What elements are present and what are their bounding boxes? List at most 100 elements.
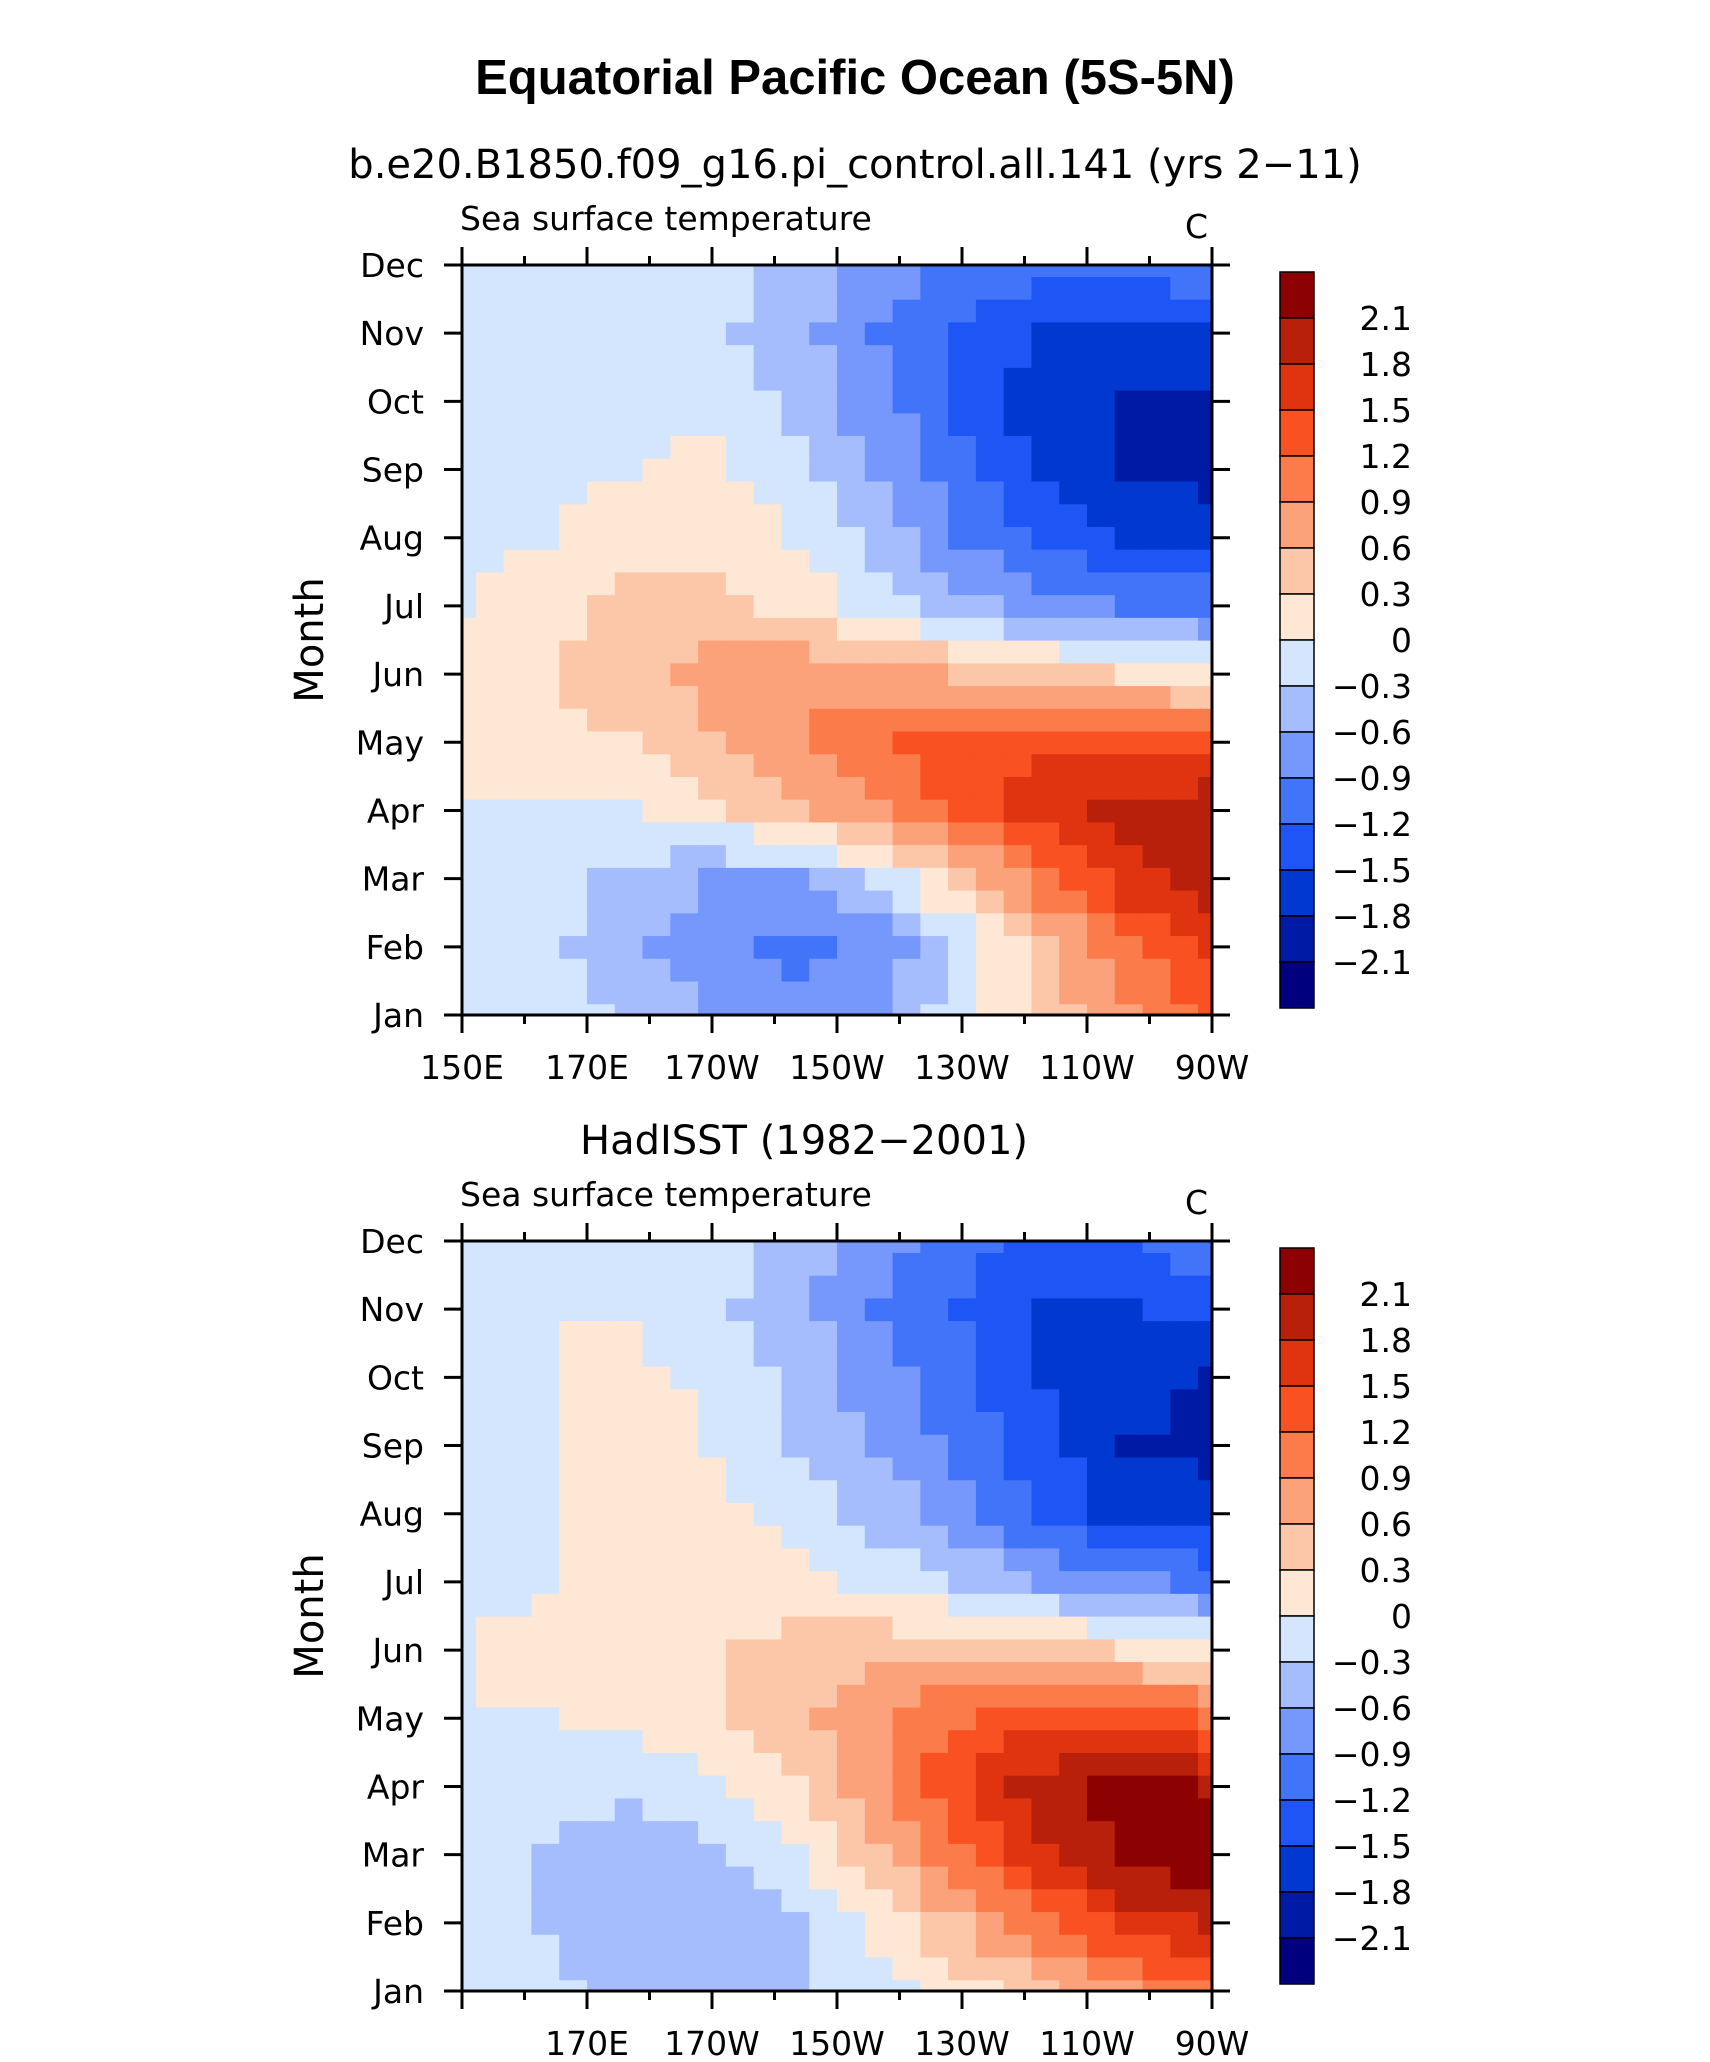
heatmap-cell — [531, 1343, 560, 1367]
heatmap-cell — [1170, 844, 1199, 868]
heatmap-cell — [1114, 1525, 1144, 1549]
heatmap-cell — [670, 730, 699, 755]
heatmap-cell — [614, 662, 644, 687]
heatmap-cell — [559, 1911, 588, 1935]
heatmap-cell — [1198, 412, 1213, 437]
heatmap-cell — [587, 799, 616, 823]
heatmap-cell — [642, 435, 671, 459]
heatmap-cell — [1170, 1775, 1199, 1799]
heatmap-cell — [892, 1297, 921, 1322]
heatmap-cell — [698, 708, 727, 732]
heatmap-cell — [462, 1616, 477, 1640]
heatmap-cell — [614, 1479, 644, 1503]
heatmap-cell — [1003, 1297, 1033, 1322]
heatmap-cell — [587, 662, 616, 687]
heatmap-cell — [462, 617, 477, 641]
heatmap-cell — [1031, 1525, 1060, 1549]
heatmap-cell — [1087, 1843, 1116, 1867]
heatmap-cell — [837, 1797, 866, 1822]
heatmap-cell — [1170, 435, 1199, 459]
heatmap-cell — [864, 753, 894, 777]
heatmap-cell — [503, 367, 533, 391]
heatmap-cell — [1031, 549, 1060, 573]
heatmap-cell — [753, 1866, 783, 1890]
heatmap-cell — [892, 1502, 921, 1526]
heatmap-cell — [753, 1888, 783, 1913]
heatmap-cell — [892, 367, 921, 391]
heatmap-cell — [1198, 299, 1213, 323]
heatmap-cell — [462, 1525, 477, 1549]
heatmap-cell — [809, 458, 838, 482]
heatmap-cell — [1142, 890, 1171, 914]
y-tick-label: Aug — [360, 1495, 424, 1534]
heatmap-cell — [920, 753, 949, 777]
heatmap-cell — [809, 1866, 838, 1890]
heatmap-cell — [670, 1616, 699, 1640]
heatmap-cell — [1003, 265, 1033, 277]
heatmap-cell — [587, 1888, 616, 1913]
heatmap-cell — [614, 321, 644, 346]
heatmap-cell — [809, 503, 838, 527]
heatmap-cell — [837, 1661, 866, 1685]
heatmap-cell — [587, 1820, 616, 1844]
heatmap-cell — [1059, 435, 1088, 459]
heatmap-cell — [1142, 435, 1171, 459]
heatmap-cell — [559, 1252, 588, 1276]
heatmap-cell — [614, 299, 644, 323]
x-tick-label: 150W — [789, 2024, 885, 2062]
colorbar-label: −0.9 — [1332, 1735, 1412, 1774]
heatmap-cell — [781, 412, 810, 437]
heatmap-cell — [1170, 799, 1199, 823]
heatmap-cell — [920, 1979, 949, 1992]
heatmap-cell — [1114, 1297, 1144, 1322]
heatmap-cell — [837, 685, 866, 709]
heatmap-cell — [531, 1252, 560, 1276]
heatmap-cell — [642, 1456, 671, 1481]
heatmap-cell — [837, 1434, 866, 1458]
heatmap-cell — [1114, 753, 1144, 777]
heatmap-cell — [614, 730, 644, 755]
colorbar-swatch — [1279, 823, 1315, 871]
heatmap-cell — [1031, 1979, 1060, 1992]
heatmap-cell — [559, 1638, 588, 1663]
heatmap-cell — [753, 844, 783, 868]
heatmap-cell — [892, 435, 921, 459]
heatmap-cell — [503, 1706, 533, 1731]
y-tick-label: May — [356, 723, 424, 762]
heatmap-cell — [1114, 1934, 1144, 1958]
heatmap-cell — [725, 594, 755, 618]
heatmap-cell — [587, 980, 616, 1005]
heatmap-cell — [1059, 1003, 1088, 1016]
heatmap-cell — [1114, 594, 1144, 618]
heatmap-cell — [1059, 1866, 1088, 1890]
heatmap-cell — [1087, 480, 1116, 505]
heatmap-cell — [975, 730, 1005, 755]
heatmap-cell — [1003, 1241, 1033, 1253]
heatmap-cell — [503, 799, 533, 823]
heatmap-cell — [559, 1547, 588, 1572]
heatmap-cell — [698, 753, 727, 777]
heatmap-cell — [753, 594, 783, 618]
heatmap-cell — [1031, 1593, 1060, 1617]
heatmap-cell — [1198, 549, 1213, 573]
heatmap-cell — [1031, 662, 1060, 687]
heatmap-cell — [920, 1252, 949, 1276]
heatmap-cell — [1003, 1320, 1033, 1344]
heatmap-cell — [1170, 1343, 1199, 1367]
heatmap-cell — [1031, 1343, 1060, 1367]
heatmap-cell — [475, 1593, 505, 1617]
heatmap-cell — [670, 1866, 699, 1890]
heatmap-cell — [1114, 1343, 1144, 1367]
heatmap-cell — [892, 276, 921, 300]
heatmap-cell — [864, 821, 894, 846]
heatmap-cell — [1059, 1241, 1088, 1253]
heatmap-cell — [892, 1866, 921, 1890]
heatmap-cell — [809, 480, 838, 505]
heatmap-cell — [698, 1638, 727, 1663]
heatmap-cell — [642, 890, 671, 914]
heatmap-cell — [781, 867, 810, 891]
heatmap-cell — [948, 321, 977, 346]
heatmap-cell — [531, 1638, 560, 1663]
heatmap-cell — [559, 685, 588, 709]
heatmap-cell — [1170, 1843, 1199, 1867]
